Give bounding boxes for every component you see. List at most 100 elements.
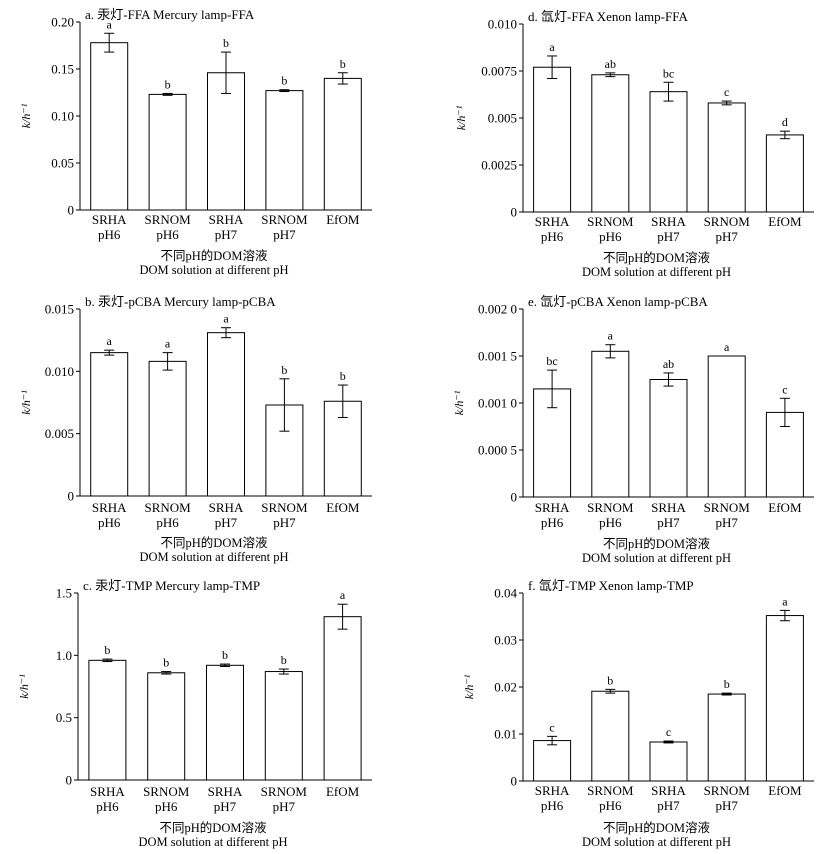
x-axis-label-en: DOM solution at different pH xyxy=(138,835,287,849)
significance-label: c xyxy=(666,725,671,739)
x-axis-label-en: DOM solution at different pH xyxy=(582,551,731,565)
category-sublabel: pH7 xyxy=(716,798,739,813)
chart-panel-d: 0 0.0025 0.005 0.0075 0.010 k/h⁻¹ d. 氙灯-FFA Xe… xyxy=(454,9,814,279)
significance-label: b xyxy=(607,673,613,687)
y-axis-label: k/h⁻¹ xyxy=(19,103,33,128)
significance-label: a xyxy=(340,588,346,602)
bar xyxy=(90,42,129,211)
category-label: SRNOM xyxy=(704,214,751,229)
significance-label: b xyxy=(223,36,229,50)
category-label: SRHA xyxy=(535,783,570,798)
chart-panel-f: 0 0.01 0.02 0.03 0.04 k/h⁻¹ f. 氙灯-TMP Xenon la… xyxy=(462,578,814,849)
category-sublabel: pH7 xyxy=(273,515,296,530)
chart-title: a. 汞灯-FFA Mercury lamp-FFA xyxy=(85,7,255,22)
bar xyxy=(591,74,630,213)
x-axis-label-en: DOM solution at different pH xyxy=(582,265,731,279)
category-sublabel: pH6 xyxy=(541,515,564,530)
category-label: SRNOM xyxy=(261,784,308,799)
y-tick-label: 0.005 xyxy=(488,111,517,126)
category-label: SRNOM xyxy=(587,500,634,515)
x-axis-label-cn: 不同pH的DOM溶液 xyxy=(603,820,710,835)
category-label: SRNOM xyxy=(144,212,191,227)
category-label: SRHA xyxy=(651,214,686,229)
category-sublabel: pH6 xyxy=(599,229,622,244)
y-axis-label: k/h⁻¹ xyxy=(17,674,31,699)
category-sublabel: pH6 xyxy=(98,227,121,242)
y-tick-label: 1.0 xyxy=(56,648,72,663)
category-label: SRHA xyxy=(92,212,127,227)
y-tick-label: 0.010 xyxy=(45,364,74,379)
y-tick-label: 0.005 xyxy=(45,426,74,441)
y-tick-label: 0 xyxy=(68,203,75,218)
significance-label: b xyxy=(165,77,171,91)
y-axis-label: k/h⁻¹ xyxy=(452,390,466,415)
significance-label: a xyxy=(782,594,788,608)
bar xyxy=(765,134,804,213)
significance-label: b xyxy=(281,74,287,88)
y-axis-label: k/h⁻¹ xyxy=(454,105,468,130)
category-sublabel: pH6 xyxy=(599,798,622,813)
y-tick-label: 0.15 xyxy=(51,62,74,77)
y-tick-label: 0.015 xyxy=(45,302,74,317)
significance-label: ab xyxy=(605,57,616,71)
y-tick-label: 0 xyxy=(66,773,73,788)
significance-label: d xyxy=(782,115,788,129)
y-tick-label: 1.5 xyxy=(56,586,72,601)
significance-label: b xyxy=(340,369,346,383)
bar xyxy=(148,360,187,497)
bar xyxy=(264,671,303,781)
y-tick-label: 0.02 xyxy=(494,680,517,695)
bar xyxy=(649,741,688,782)
bar xyxy=(323,616,362,781)
y-tick-label: 0 xyxy=(511,774,518,789)
bar xyxy=(90,352,129,497)
category-label: SRNOM xyxy=(144,500,191,515)
bar xyxy=(591,690,630,782)
bar xyxy=(533,66,572,213)
bar xyxy=(707,693,746,782)
bar xyxy=(707,355,746,498)
chart-panel-a: 0 0.05 0.10 0.15 0.20 k/h⁻¹ a. 汞灯-FFA Mercury … xyxy=(19,7,372,277)
bar xyxy=(207,72,245,211)
significance-label: a xyxy=(724,340,730,354)
category-label: SRNOM xyxy=(704,783,751,798)
category-label: SRHA xyxy=(535,500,570,515)
significance-label: b xyxy=(281,363,287,377)
category-label: EfOM xyxy=(326,500,360,515)
category-sublabel: pH7 xyxy=(214,799,237,814)
y-axis-label: k/h⁻¹ xyxy=(19,390,33,415)
chart-panel-c: 0 0.5 1.0 1.5 k/h⁻¹ c. 汞灯-TMP Mercury lamp-TM… xyxy=(17,578,372,849)
category-label: SRHA xyxy=(208,784,243,799)
category-sublabel: pH6 xyxy=(98,515,121,530)
y-tick-label: 0 xyxy=(511,205,518,220)
y-tick-label: 0.000 5 xyxy=(478,443,517,458)
significance-label: b xyxy=(340,57,346,71)
bar xyxy=(148,93,187,211)
x-axis-label-en: DOM solution at different pH xyxy=(139,550,288,564)
chart-title: d. 氙灯-FFA Xenon lamp-FFA xyxy=(528,9,688,24)
y-tick-label: 0.001 5 xyxy=(478,349,517,364)
y-tick-label: 0.0075 xyxy=(481,64,517,79)
y-tick-label: 0.01 xyxy=(494,727,517,742)
y-tick-label: 0 xyxy=(68,489,75,504)
category-sublabel: pH6 xyxy=(156,515,179,530)
significance-label: a xyxy=(223,312,229,326)
x-axis-label-cn: 不同pH的DOM溶液 xyxy=(161,248,268,263)
category-label: EfOM xyxy=(768,500,802,515)
x-axis-label-cn: 不同pH的DOM溶液 xyxy=(161,535,268,550)
y-tick-label: 0.002 0 xyxy=(478,302,517,317)
category-label: EfOM xyxy=(326,784,360,799)
category-label: EfOM xyxy=(326,212,360,227)
category-sublabel: pH6 xyxy=(599,515,622,530)
category-label: EfOM xyxy=(768,214,802,229)
x-axis-label-en: DOM solution at different pH xyxy=(139,263,288,277)
category-sublabel: pH7 xyxy=(657,229,680,244)
x-axis-label-cn: 不同pH的DOM溶液 xyxy=(603,250,710,265)
significance-label: bc xyxy=(663,66,674,80)
bar xyxy=(707,102,746,213)
category-sublabel: pH6 xyxy=(155,799,178,814)
y-tick-label: 0.10 xyxy=(51,109,74,124)
category-sublabel: pH6 xyxy=(156,227,179,242)
category-sublabel: pH7 xyxy=(657,515,680,530)
